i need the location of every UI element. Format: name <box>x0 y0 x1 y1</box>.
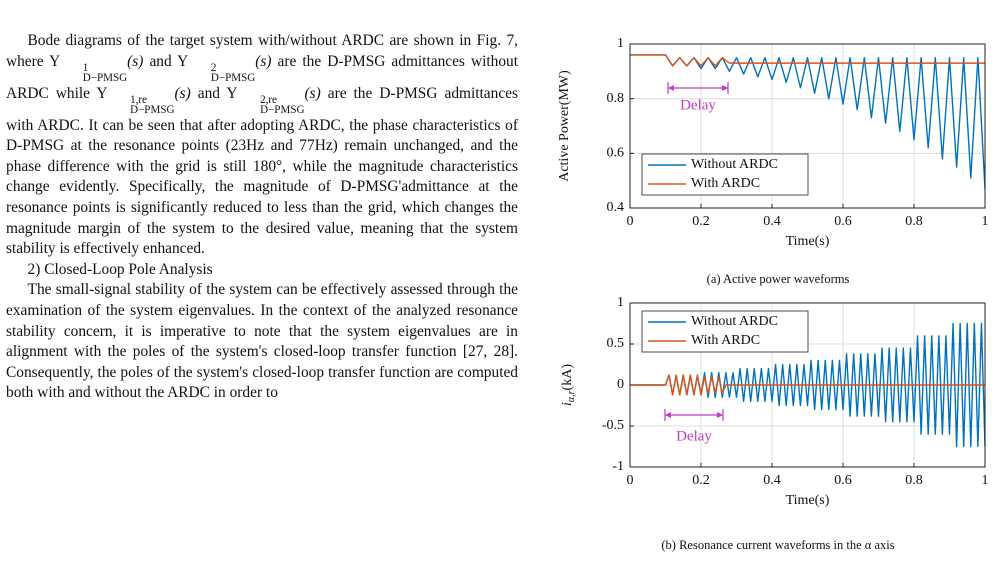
x-tick-label: 0 <box>627 214 634 229</box>
y-axis-subscript: α,r <box>566 390 577 402</box>
math-superscript: 1,re <box>130 93 147 106</box>
math-superscript: 2 <box>210 61 217 74</box>
math-symbol: Y 1,re D−PMSG (s) <box>96 84 191 116</box>
paragraph: Bode diagrams of the target system with/… <box>6 31 518 260</box>
math-subscript: D−PMSG <box>260 104 305 117</box>
x-tick-label: 0.8 <box>905 473 923 488</box>
math-base: Y <box>177 52 189 70</box>
x-tick-label: 1 <box>982 473 989 488</box>
y-tick-label: 1 <box>617 295 624 310</box>
x-tick-label: 0 <box>627 473 634 488</box>
plot-frame <box>629 43 986 209</box>
legend-label: With ARDC <box>691 333 760 348</box>
y-tick-label: -1 <box>612 459 624 474</box>
math-symbol: Y 2,re D−PMSG (s) <box>226 84 321 116</box>
math-argument: (s) <box>304 84 321 102</box>
y-tick-label: 1 <box>617 36 624 51</box>
math-symbol: Y 2 D−PMSG (s) <box>177 52 272 84</box>
x-tick-label: 0.6 <box>834 473 852 488</box>
math-superscript: 2,re <box>260 93 277 106</box>
text-run: and <box>143 52 178 70</box>
text-run: are the D-PMSG admittances with ARDC. It… <box>6 84 518 258</box>
text-column: Bode diagrams of the target system with/… <box>6 31 518 404</box>
plot-frame <box>629 302 986 468</box>
math-argument: (s) <box>127 52 144 70</box>
x-axis-label: Time(s) <box>786 493 830 508</box>
math-scripts: 1,re D−PMSG <box>109 93 175 117</box>
legend-box <box>641 310 809 353</box>
y-axis-symbol: i <box>560 402 575 406</box>
x-tick-label: 1 <box>982 214 989 229</box>
math-base: Y <box>49 52 61 70</box>
x-axis-label: Time(s) <box>786 234 830 249</box>
math-argument: (s) <box>255 52 272 70</box>
y-tick-label: 0.4 <box>607 200 625 215</box>
figure-column: 0 0.2 0.4 0.6 0.8 1 0.4 0.6 0.8 1 Without ARDC With… <box>557 36 989 552</box>
x-tick-label: 0.8 <box>905 214 923 229</box>
math-scripts: 1 D−PMSG <box>61 61 128 85</box>
y-axis-unit: (kA) <box>560 364 575 391</box>
series-line <box>630 374 985 396</box>
text-run: Bode diagrams of the target system with/… <box>6 32 518 70</box>
paragraph: 2) Closed-Loop Pole Analysis <box>6 260 518 281</box>
x-tick-label: 0.6 <box>834 214 852 229</box>
delay-arrowhead <box>665 412 723 418</box>
y-axis-label: iα,r(kA) <box>560 364 577 406</box>
y-tick-label: 0.8 <box>607 91 625 106</box>
text-run: and <box>190 84 227 102</box>
y-tick-label: -0.5 <box>602 418 624 433</box>
series-line <box>630 54 986 189</box>
y-tick-label: 0.6 <box>607 146 625 161</box>
y-tick-label: 0.5 <box>607 336 625 351</box>
legend-box <box>641 153 809 196</box>
delay-arrowhead <box>668 85 728 91</box>
x-tick-label: 0.2 <box>692 473 710 488</box>
x-tick-label: 0.4 <box>763 214 781 229</box>
x-tick-label: 0.2 <box>692 214 710 229</box>
text-run: The small-signal stability of the system… <box>6 281 518 402</box>
legend-label: Without ARDC <box>691 157 778 172</box>
annotation: Delay <box>680 97 716 113</box>
paragraph: The small-signal stability of the system… <box>6 280 518 404</box>
math-superscript: 1 <box>82 61 89 74</box>
legend-label: With ARDC <box>691 176 760 191</box>
figure-caption: (a) Active power waveforms <box>707 272 850 286</box>
math-scripts: 2,re D−PMSG <box>239 93 305 117</box>
annotation: Delay <box>676 428 712 444</box>
math-base: Y <box>96 84 108 102</box>
math-argument: (s) <box>174 84 191 102</box>
legend-label: Without ARDC <box>691 314 778 329</box>
math-scripts: 2 D−PMSG <box>189 61 256 85</box>
figure-caption: (b) Resonance current waveforms in the α… <box>661 538 894 552</box>
series-line <box>630 54 985 67</box>
math-base: Y <box>226 84 238 102</box>
math-subscript: D−PMSG <box>210 72 256 85</box>
math-symbol: Y 1 D−PMSG (s) <box>49 52 144 84</box>
text-run: are the D-PMSG admittances without ARDC … <box>6 52 518 102</box>
y-tick-label: 0 <box>617 377 624 392</box>
x-tick-label: 0.4 <box>763 473 781 488</box>
math-subscript: D−PMSG <box>82 72 128 85</box>
math-subscript: D−PMSG <box>130 104 175 117</box>
text-run: 2) Closed-Loop Pole Analysis <box>27 260 213 278</box>
y-axis-label: Active Power(MW) <box>557 70 572 182</box>
